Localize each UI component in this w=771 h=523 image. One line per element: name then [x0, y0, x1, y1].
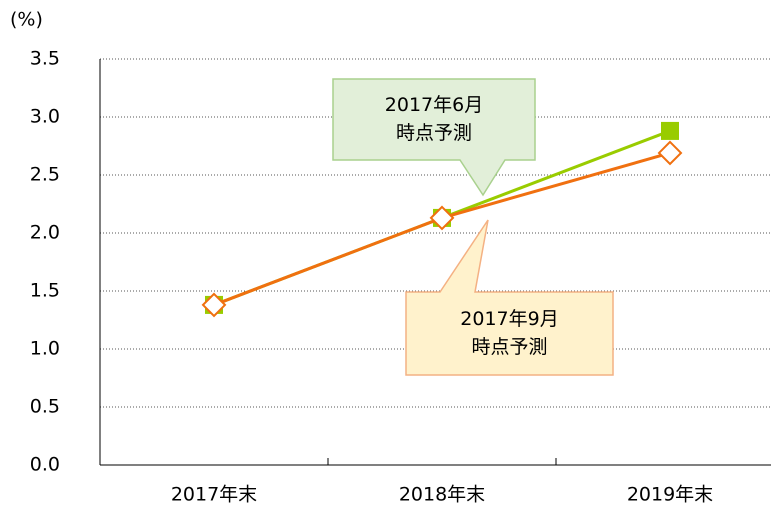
callout-text: 時点予測 — [471, 336, 547, 358]
marker — [657, 140, 683, 166]
x-tick-label: 2017年末 — [171, 484, 257, 506]
marker — [429, 205, 455, 231]
y-tick-label: 2.5 — [30, 164, 60, 186]
marker — [661, 121, 679, 140]
callout-text: 2017年6月 — [385, 94, 483, 116]
y-tick-label: 3.5 — [30, 48, 60, 70]
x-tick-label: 2018年末 — [399, 484, 485, 506]
callout-text: 時点予測 — [396, 122, 472, 144]
marker — [201, 292, 227, 318]
y-tick-label: 0.0 — [30, 454, 60, 476]
y-tick-label: 2.0 — [30, 222, 60, 244]
y-tick-label: 0.5 — [30, 396, 60, 418]
y-tick-label: 1.0 — [30, 338, 60, 360]
callout — [405, 219, 614, 376]
callout-text: 2017年9月 — [460, 308, 558, 330]
callout — [332, 78, 536, 197]
y-tick-label: 3.0 — [30, 106, 60, 128]
x-tick-label: 2019年末 — [627, 484, 713, 506]
y-tick-label: 1.5 — [30, 280, 60, 302]
y-unit: (%) — [10, 9, 43, 31]
